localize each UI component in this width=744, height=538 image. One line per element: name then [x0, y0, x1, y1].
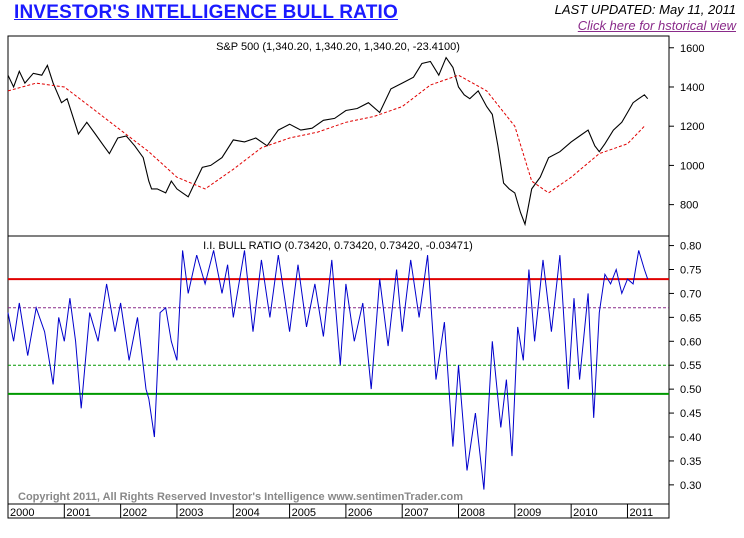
x-tick-label: 2006: [348, 507, 372, 519]
spx-ytick-label: 1600: [680, 43, 704, 55]
x-tick-label: 2009: [517, 507, 541, 519]
spx-ytick-label: 1000: [680, 160, 704, 172]
x-tick-label: 2000: [10, 507, 34, 519]
x-tick-label: 2007: [404, 507, 428, 519]
ratio-ytick-label: 0.45: [680, 408, 701, 420]
x-tick-label: 2004: [235, 507, 259, 519]
ratio-ytick-label: 0.65: [680, 312, 701, 324]
spx-chart-title: S&P 500 (1,340.20, 1,340.20, 1,340.20, -…: [216, 41, 460, 53]
spx-price-line: [7, 56, 649, 227]
x-tick-label: 2011: [629, 507, 653, 519]
x-tick-label: 2010: [573, 507, 597, 519]
ratio-chart-title: I.I. BULL RATIO (0.73420, 0.73420, 0.734…: [203, 240, 473, 252]
spx-ytick-label: 800: [680, 200, 698, 212]
page-title[interactable]: INVESTOR'S INTELLIGENCE BULL RATIO: [14, 2, 398, 23]
ratio-ytick-label: 0.75: [680, 265, 701, 277]
ratio-ytick-label: 0.80: [680, 241, 701, 253]
x-axis: 2000 2001 2002 2003 2004 2005 2006 2007 2008 2009…: [7, 503, 670, 519]
x-tick-label: 2001: [66, 507, 90, 519]
bull-ratio-line: [7, 250, 649, 490]
x-axis-frame: [7, 503, 670, 519]
ratio-ytick-label: 0.40: [680, 432, 701, 444]
x-tick-label: 2002: [123, 507, 147, 519]
spx-ytick-label: 1200: [680, 121, 704, 133]
historical-view-link[interactable]: Click here for hstorical view: [577, 18, 736, 33]
spx-plot-frame: [7, 35, 670, 237]
x-tick-label: 2003: [179, 507, 203, 519]
ratio-ytick-label: 0.35: [680, 456, 701, 468]
x-tick-label: 2008: [461, 507, 485, 519]
ratio-ytick-label: 0.55: [680, 360, 701, 372]
ratio-ytick-label: 0.50: [680, 384, 701, 396]
spx-ytick-label: 1400: [680, 82, 704, 94]
ratio-ytick-label: 0.60: [680, 336, 701, 348]
copyright-notice: Copyright 2011, All Rights Reserved Inve…: [18, 491, 463, 503]
ratio-ytick-label: 0.30: [680, 480, 701, 492]
spx-moving-average-line: [7, 74, 645, 194]
x-tick-label: 2005: [292, 507, 316, 519]
last-updated-label: LAST UPDATED: May 11, 2011: [554, 2, 736, 17]
ratio-ytick-label: 0.70: [680, 288, 701, 300]
bull-ratio-panel: I.I. BULL RATIO (0.73420, 0.73420, 0.734…: [7, 235, 701, 505]
spx-panel: S&P 500 (1,340.20, 1,340.20, 1,340.20, -…: [7, 35, 704, 237]
